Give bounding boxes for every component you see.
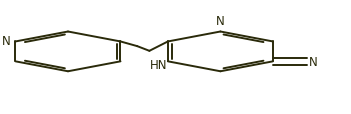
Text: HN: HN	[150, 58, 167, 71]
Text: N: N	[216, 15, 225, 28]
Text: N: N	[309, 55, 318, 68]
Text: N: N	[2, 35, 11, 47]
